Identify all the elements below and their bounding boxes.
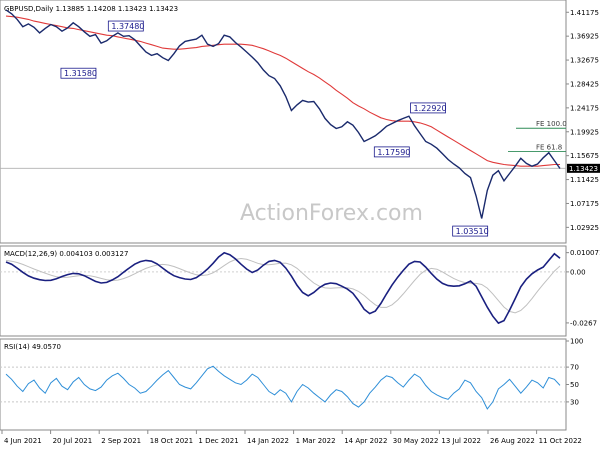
rsi-y-axis: 100 70 50 30 — [0, 338, 583, 406]
rsi-y-tick-label: 50 — [570, 381, 579, 389]
x-tick-label: 26 Aug 2022 — [490, 437, 535, 445]
x-tick-label: 30 May 2022 — [393, 437, 439, 445]
current-price-tag: 1.13423 — [567, 163, 600, 173]
pivot-label-box — [410, 102, 446, 114]
x-tick-label: 1 Dec 2021 — [198, 437, 238, 445]
x-tick-label: 14 Apr 2022 — [344, 437, 387, 445]
price-y-axis: 1.41175 1.36925 1.32675 1.28425 1.24175 1.199… — [566, 9, 599, 232]
price-y-tick-label: 1.15675 — [570, 152, 599, 160]
current-price-tag-bg — [567, 163, 600, 173]
price-y-tick-label: 1.07175 — [570, 200, 599, 208]
rsi-y-tick-label: 70 — [570, 364, 579, 372]
pivot-label: 1.22920 — [414, 104, 447, 113]
x-tick-label: 18 Oct 2021 — [150, 437, 193, 445]
x-tick-label: 4 Jun 2021 — [4, 437, 42, 445]
x-tick-label: 20 Jul 2021 — [53, 437, 93, 445]
price-y-tick-label: 1.19925 — [570, 128, 599, 136]
x-tick-label: 1 Mar 2022 — [296, 437, 336, 445]
pivot-label-box — [373, 146, 410, 158]
rsi-title: RSI(14) 49.0570 — [4, 343, 61, 351]
x-tick-label: 11 Oct 2022 — [539, 437, 582, 445]
rsi-y-tick-label: 100 — [570, 338, 583, 346]
fib-level-label: FE 100.0 — [536, 120, 567, 128]
watermark: ActionForex.com — [240, 201, 423, 226]
price-y-tick-label: 1.24175 — [570, 104, 599, 112]
price-y-tick-label: 1.11425 — [570, 176, 599, 184]
price-y-tick-label: 1.32675 — [570, 57, 599, 65]
macd-title: MACD(12,26,9) 0.004103 0.003127 — [4, 250, 128, 258]
price-pane-frame — [0, 0, 567, 244]
pivot-label: 1.31580 — [64, 69, 97, 78]
macd-line — [5, 251, 561, 325]
moving-average-line — [5, 15, 560, 167]
x-tick-label: 2 Sep 2021 — [101, 437, 141, 445]
price-y-tick-label: 1.02925 — [570, 224, 599, 232]
macd-y-tick-label: -0.0267 — [570, 319, 597, 327]
rsi-series — [5, 365, 561, 410]
macd-pane: MACD(12,26,9) 0.004103 0.003127 0.010071… — [0, 245, 600, 337]
price-title: GBPUSD,Daily 1.13885 1.14208 1.13423 1.1… — [4, 5, 178, 13]
price-y-tick-label: 1.36925 — [570, 33, 599, 41]
price-series — [5, 9, 561, 219]
macd-y-tick-label: 0.010071 — [570, 249, 600, 257]
price-line — [5, 9, 561, 219]
fib-level-label: FE 61.8 — [536, 143, 562, 151]
x-tick-label: 13 Jul 2022 — [441, 437, 481, 445]
x-axis: 4 Jun 2021 20 Jul 2021 2 Sep 2021 18 Oct 20… — [1, 430, 582, 445]
macd-y-tick-label: 0.00 — [570, 268, 586, 276]
pivot-label: 1.17590 — [377, 148, 410, 157]
macd-pane-frame — [0, 245, 567, 337]
pivot-label-box — [107, 20, 144, 32]
rsi-y-tick-label: 30 — [570, 398, 579, 406]
macd-y-axis: 0.010071 0.00 -0.0267 — [0, 249, 600, 327]
macd-series — [5, 251, 561, 325]
pivot-label-box — [60, 67, 97, 79]
current-price-tag-text: 1.13423 — [569, 165, 598, 173]
rsi-pane: RSI(14) 49.0570 100 70 50 30 — [0, 338, 583, 431]
price-y-tick-label: 1.41175 — [570, 9, 599, 17]
price-y-tick-label: 1.28425 — [570, 80, 599, 88]
rsi-line — [5, 365, 561, 410]
pivot-label: 1.37480 — [111, 22, 144, 31]
price-pane: ActionForex.com GBPUSD,Daily 1.13885 1.1… — [0, 0, 600, 244]
fib-levels: FE 100.0 FE 61.8 — [508, 120, 567, 152]
pivot-label: 1.03510 — [456, 227, 489, 236]
x-tick-label: 14 Jan 2022 — [247, 437, 289, 445]
price-annotations: 1.37480 1.31580 1.22920 1.17590 1.03510 — [60, 20, 489, 237]
pivot-label-box — [452, 225, 489, 237]
